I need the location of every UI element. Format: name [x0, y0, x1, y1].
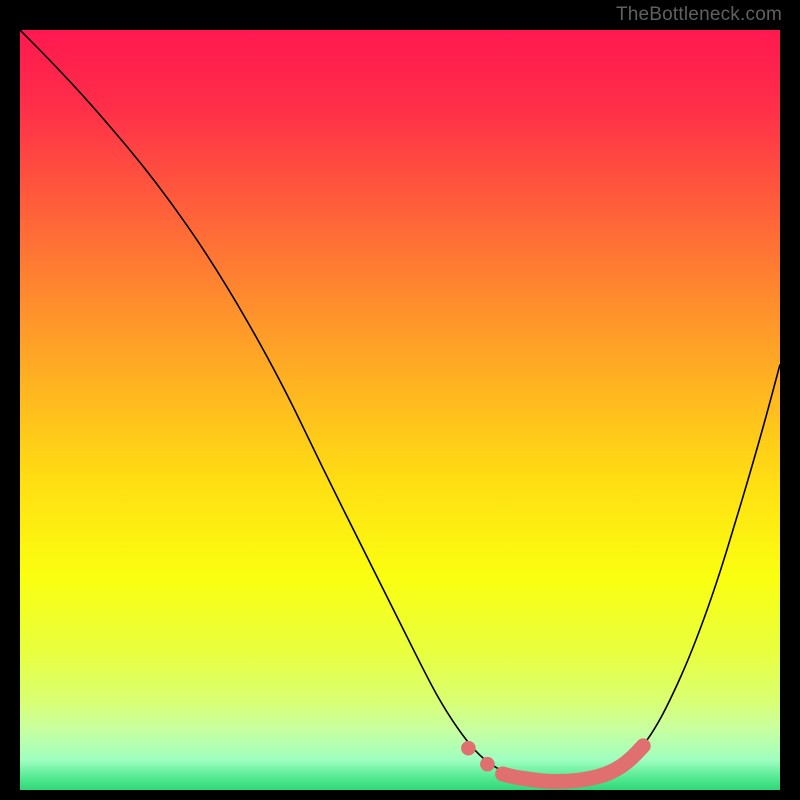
chart-plot-area	[20, 30, 780, 790]
highlight-marker	[461, 741, 476, 756]
highlight-marker	[480, 757, 495, 772]
watermark-text: TheBottleneck.com	[616, 4, 782, 26]
chart-background	[20, 30, 780, 790]
chart-svg	[20, 30, 780, 790]
